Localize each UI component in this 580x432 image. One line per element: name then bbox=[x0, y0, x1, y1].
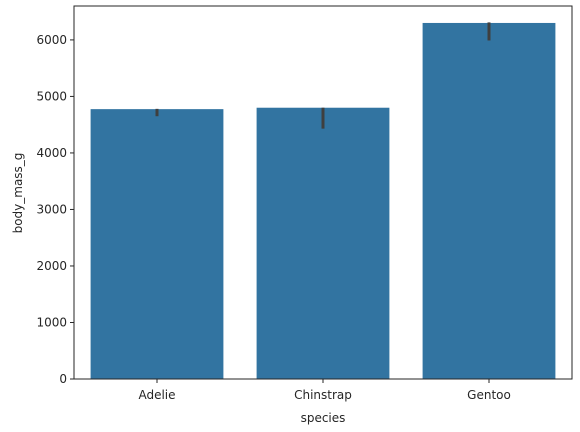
y-tick-label: 2000 bbox=[36, 259, 67, 273]
x-tick-label: Gentoo bbox=[467, 388, 511, 402]
y-tick-label: 0 bbox=[59, 372, 67, 386]
y-tick-label: 5000 bbox=[36, 89, 67, 103]
y-tick-label: 6000 bbox=[36, 33, 67, 47]
bar-adelie bbox=[90, 109, 224, 380]
y-axis-label: body_mass_g bbox=[11, 153, 25, 234]
x-axis-label: species bbox=[301, 411, 346, 425]
x-tick-label: Adelie bbox=[138, 388, 175, 402]
bars-group bbox=[90, 22, 556, 380]
x-axis-ticks: Adelie Chinstrap Gentoo bbox=[138, 379, 511, 402]
bar-chinstrap bbox=[256, 107, 390, 380]
y-tick-label: 3000 bbox=[36, 202, 67, 216]
x-tick-label: Chinstrap bbox=[294, 388, 352, 402]
bar-gentoo bbox=[422, 22, 556, 379]
y-axis-ticks: 0 1000 2000 3000 4000 5000 6000 bbox=[36, 33, 74, 386]
error-bars-group bbox=[155, 22, 491, 129]
y-tick-label: 1000 bbox=[36, 315, 67, 329]
y-tick-label: 4000 bbox=[36, 146, 67, 160]
